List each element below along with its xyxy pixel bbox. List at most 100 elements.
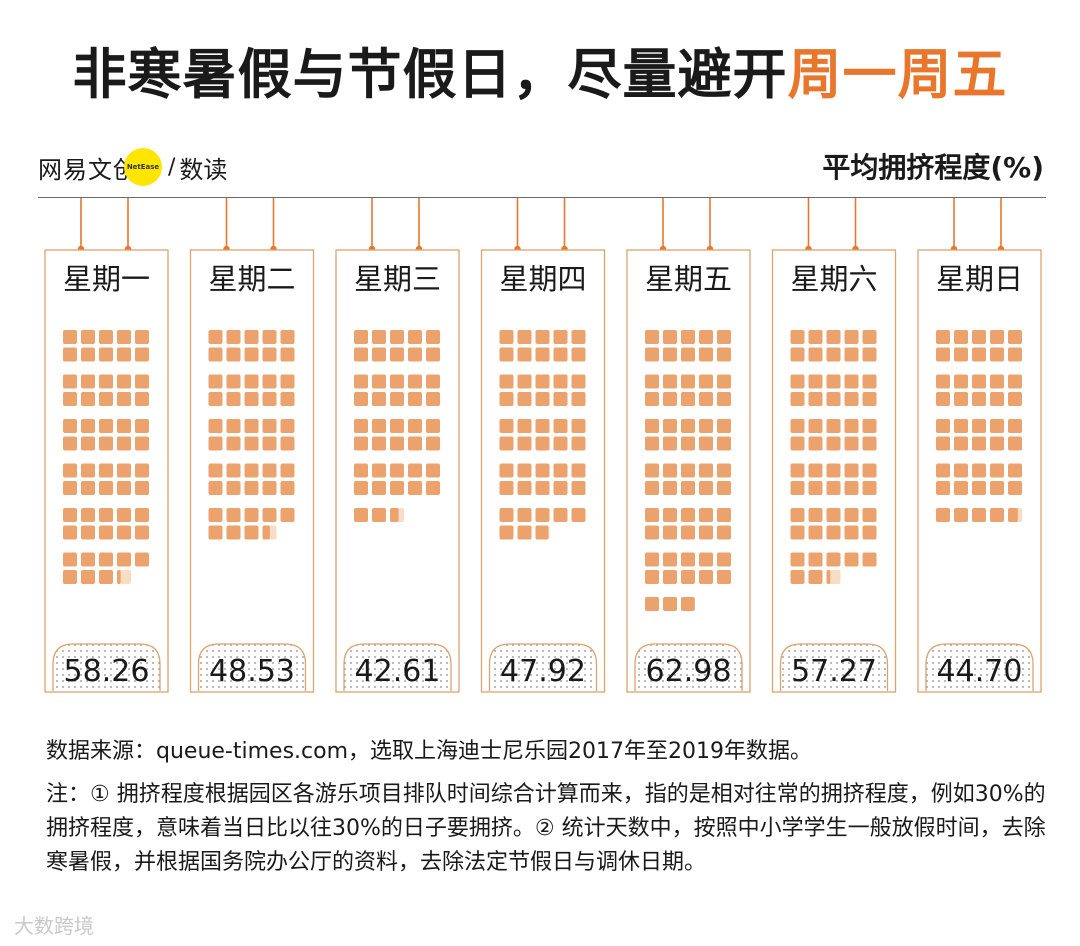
unit-square: [226, 463, 241, 478]
unit-square: [208, 463, 223, 478]
unit-square: [972, 347, 986, 362]
unit-square: [372, 463, 386, 478]
unit-square: [645, 392, 659, 406]
unit-square: [790, 419, 805, 433]
unit-square: [844, 552, 859, 567]
unit-square: [226, 374, 241, 389]
unit-square: [571, 463, 586, 478]
unit-square: [208, 419, 223, 433]
value-box-fill: [926, 644, 1033, 691]
day-label: 星期六: [790, 262, 877, 296]
unit-square: [517, 330, 532, 344]
unit-square: [717, 570, 731, 584]
unit-square: [99, 436, 113, 451]
unit-square: [699, 481, 713, 495]
unit-square: [1008, 463, 1022, 478]
unit-square: [226, 392, 241, 406]
unit-square: [390, 436, 404, 451]
unit-square: [862, 463, 877, 478]
unit-square: [790, 347, 805, 362]
unit-square: [553, 374, 568, 389]
unit-square: [426, 347, 440, 362]
unit-square: [645, 597, 659, 611]
unit-square: [354, 508, 368, 522]
unit-square: [972, 481, 986, 495]
unit-square: [699, 347, 713, 362]
unit-square: [844, 392, 859, 406]
unit-square: [63, 481, 77, 495]
unit-square: [372, 392, 386, 406]
unit-square: [663, 481, 677, 495]
unit-square: [972, 463, 986, 478]
value-box-fill: [198, 644, 306, 691]
unit-square: [844, 374, 859, 389]
pictogram-chart: 星期一 58.26 星期二 48.53 星期三 42.61 星期四 47.92 星期五 62.98…: [44, 198, 1042, 693]
unit-square: [645, 374, 659, 389]
unit-square: [790, 570, 805, 584]
unit-square: [717, 436, 731, 451]
unit-square: [280, 330, 295, 344]
day-card: 星期五 62.98: [626, 198, 751, 693]
unit-square: [208, 374, 223, 389]
day-label: 星期四: [499, 262, 586, 296]
unit-square: [553, 463, 568, 478]
unit-square: [372, 419, 386, 433]
partial-square-fill: [1008, 508, 1018, 522]
unit-square: [936, 463, 950, 478]
unit-square: [408, 481, 422, 495]
unit-square: [972, 392, 986, 406]
partial-square-fill: [117, 570, 121, 584]
value-box-border: [779, 643, 889, 691]
unit-square: [808, 508, 823, 522]
unit-square: [244, 347, 259, 362]
unit-square: [699, 374, 713, 389]
unit-square: [244, 419, 259, 433]
unit-square: [354, 374, 368, 389]
unit-square: [717, 374, 731, 389]
unit-square: [135, 463, 149, 478]
unit-square: [936, 347, 950, 362]
unit-square: [699, 419, 713, 433]
unit-square: [681, 570, 695, 584]
unit-square: [663, 330, 677, 344]
unit-square: [390, 481, 404, 495]
unit-square: [354, 463, 368, 478]
brand-name: 网易文创: [38, 155, 138, 184]
unit-square: [681, 552, 695, 567]
unit-square: [808, 481, 823, 495]
unit-square: [844, 481, 859, 495]
value-box-fill: [635, 644, 742, 691]
unit-square: [699, 525, 713, 540]
unit-square: [372, 330, 386, 344]
unit-square: [553, 481, 568, 495]
unit-square: [517, 419, 532, 433]
unit-square: [408, 463, 422, 478]
unit-square: [426, 392, 440, 406]
unit-square: [81, 436, 95, 451]
unit-square: [208, 392, 223, 406]
unit-square: [135, 552, 149, 567]
unit-square: [135, 436, 149, 451]
unit-square: [499, 508, 514, 522]
value-box-border: [925, 643, 1034, 691]
unit-square: [553, 508, 568, 522]
value-label: 57.27: [791, 654, 877, 689]
unit-square: [699, 392, 713, 406]
unit-square: [99, 463, 113, 478]
unit-square: [790, 463, 805, 478]
day-label: 星期一: [63, 262, 150, 296]
unit-square: [808, 374, 823, 389]
unit-square: [717, 508, 731, 522]
unit-square: [663, 347, 677, 362]
unit-square: [117, 481, 131, 495]
unit-square: [117, 347, 131, 362]
day-card: 星期六 57.27: [771, 198, 897, 693]
unit-square: [280, 374, 295, 389]
unit-square: [645, 347, 659, 362]
unit-square: [63, 436, 77, 451]
unit-square: [990, 508, 1004, 522]
unit-square: [645, 330, 659, 344]
unit-square: [262, 374, 277, 389]
unit-square: [972, 330, 986, 344]
unit-square: [681, 347, 695, 362]
